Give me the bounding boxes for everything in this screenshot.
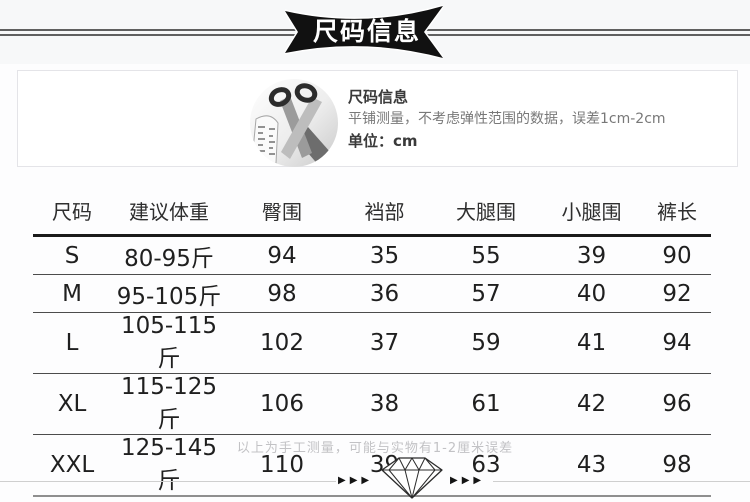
section-title-ribbon: 尺码信息 <box>285 5 443 58</box>
table-cell: 94 <box>643 312 711 374</box>
table-cell: S <box>33 235 111 275</box>
table-header-row: 尺码 建议体重 臀围 裆部 大腿围 小腿围 裤长 <box>33 196 711 237</box>
table-row: XL 115-125斤 106 38 61 42 96 <box>33 373 711 435</box>
table-row: S 80-95斤 94 35 55 39 90 <box>33 235 711 275</box>
table-cell: XXL <box>33 434 111 497</box>
info-card-title: 尺码信息 <box>348 88 409 106</box>
table-cell: 38 <box>337 373 432 435</box>
column-header: 裤长 <box>643 196 711 237</box>
table-cell: 63 <box>432 434 540 497</box>
table-cell: 115-125斤 <box>111 373 227 435</box>
ribbon-banner-icon <box>285 5 443 58</box>
column-header: 小腿围 <box>540 196 643 237</box>
table-cell: 106 <box>227 373 337 435</box>
table-cell: 110 <box>227 434 337 497</box>
column-header: 建议体重 <box>111 196 227 237</box>
right-triangle-icons-left: ▶▶▶ <box>338 475 374 486</box>
column-header: 臀围 <box>227 196 337 237</box>
size-info-card: 尺码信息 平铺测量，不考虑弹性范围的数据，误差1cm-2cm 单位：cm <box>17 70 738 167</box>
table-cell: 43 <box>540 434 643 497</box>
table-cell: 35 <box>337 235 432 275</box>
table-cell: 59 <box>432 312 540 374</box>
table-cell: 90 <box>643 235 711 275</box>
table-cell: 42 <box>540 373 643 435</box>
table-cell: 98 <box>643 434 711 497</box>
table-cell: 40 <box>540 274 643 313</box>
table-cell: 36 <box>337 274 432 313</box>
table-cell: 55 <box>432 235 540 275</box>
column-header: 裆部 <box>337 196 432 237</box>
table-cell: 41 <box>540 312 643 374</box>
table-cell: 95-105斤 <box>111 274 227 313</box>
divider-line-right <box>493 481 750 482</box>
column-header: 大腿围 <box>432 196 540 237</box>
measurement-disclaimer: 以上为手工测量，可能与实物有1-2厘米误差 <box>236 441 514 456</box>
measurement-note: 平铺测量，不考虑弹性范围的数据，误差1cm-2cm <box>348 111 666 127</box>
footer-decoration <box>0 450 750 502</box>
table-cell: 102 <box>227 312 337 374</box>
table-cell: 61 <box>432 373 540 435</box>
table-cell: 80-95斤 <box>111 235 227 275</box>
table-cell: 125-145斤 <box>111 434 227 497</box>
size-table: 尺码 建议体重 臀围 裆部 大腿围 小腿围 裤长 S 80-95斤 94 35 55 39 90 M 95-… <box>33 196 711 497</box>
divider-line-left <box>0 481 336 482</box>
table-cell: 94 <box>227 235 337 275</box>
column-header: 尺码 <box>33 196 111 237</box>
table-cell: 39 <box>540 235 643 275</box>
table-cell: XL <box>33 373 111 435</box>
table-cell: L <box>33 312 111 374</box>
diamond-outline-icon <box>381 457 443 499</box>
scissors-measuring-tape-photo-icon <box>250 79 338 167</box>
table-row: M 95-105斤 98 36 57 40 92 <box>33 274 711 313</box>
right-triangle-icons-right: ▶▶▶ <box>450 475 486 486</box>
table-cell: 57 <box>432 274 540 313</box>
table-cell: 96 <box>643 373 711 435</box>
table-cell: 92 <box>643 274 711 313</box>
table-cell: 105-115斤 <box>111 312 227 374</box>
table-cell: 37 <box>337 312 432 374</box>
unit-label: 单位：cm <box>348 132 418 150</box>
table-cell: M <box>33 274 111 313</box>
section-title: 尺码信息 <box>312 17 421 46</box>
table-cell: 98 <box>227 274 337 313</box>
table-row: L 105-115斤 102 37 59 41 94 <box>33 312 711 374</box>
